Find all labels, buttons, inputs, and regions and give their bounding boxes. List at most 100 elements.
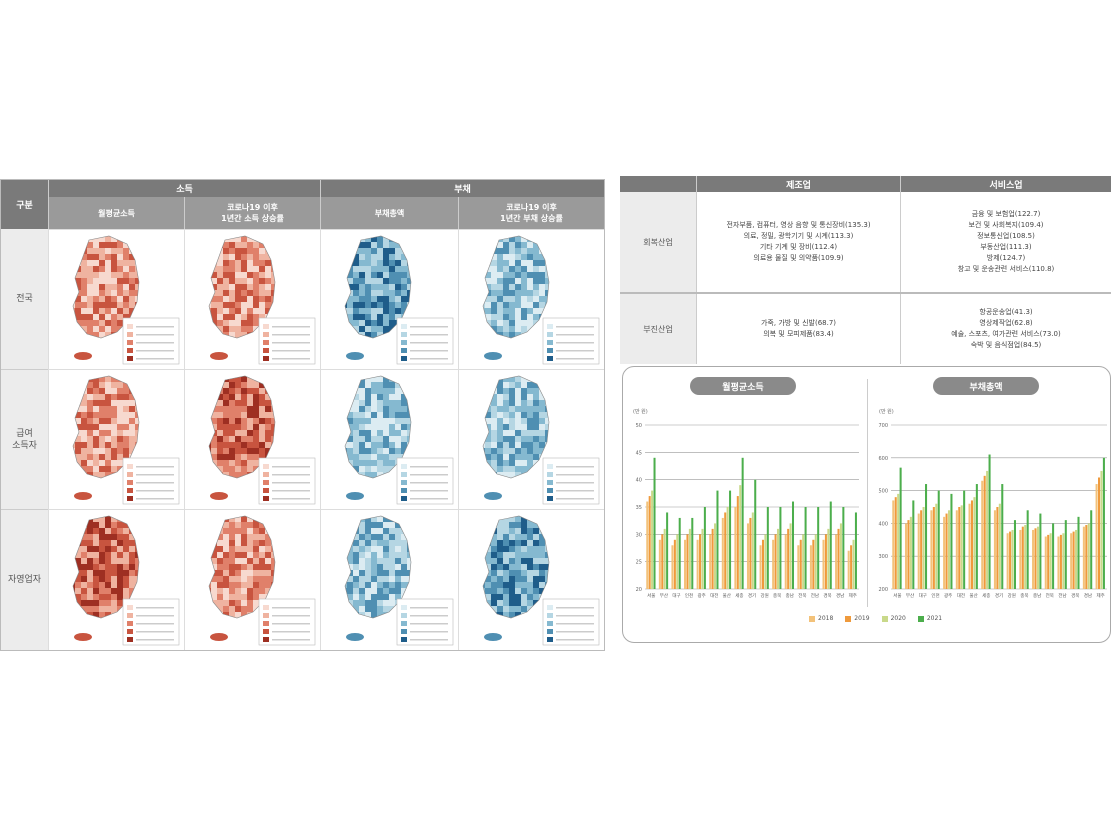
map-region — [73, 594, 75, 600]
map-region — [347, 242, 353, 248]
map-region — [377, 484, 383, 490]
map-region — [545, 242, 549, 248]
map-region — [353, 600, 359, 606]
map-region — [503, 448, 509, 454]
map-region — [209, 266, 211, 272]
map-region — [509, 290, 515, 296]
map-region — [389, 436, 395, 442]
map-region — [485, 516, 491, 522]
map-region — [389, 424, 395, 430]
map-region — [365, 484, 371, 490]
map-region — [259, 236, 265, 242]
map-region — [551, 248, 557, 254]
map-region — [277, 278, 283, 284]
map-region — [129, 242, 135, 248]
map-legend-swatch — [401, 605, 407, 610]
map-region — [491, 436, 497, 442]
map-region — [223, 576, 229, 582]
map-region — [99, 376, 105, 382]
map-region — [533, 302, 539, 308]
map-region — [545, 406, 549, 412]
map-region — [371, 320, 377, 326]
map-region — [479, 338, 485, 344]
bar-2020 — [947, 510, 951, 589]
map-region — [359, 344, 365, 350]
map-region — [479, 618, 485, 624]
map-region — [395, 412, 401, 418]
map-region — [485, 528, 491, 534]
map-region — [527, 594, 533, 600]
map-region — [241, 236, 247, 242]
map-region — [93, 302, 99, 308]
bar-2020 — [852, 539, 855, 589]
map-region — [413, 284, 419, 290]
map-region — [383, 606, 389, 612]
map-region — [211, 546, 217, 552]
map-region — [371, 254, 377, 260]
map-region — [509, 594, 515, 600]
map-region — [395, 290, 401, 296]
bar-2021 — [678, 517, 681, 589]
map-region — [509, 588, 515, 594]
map-region — [253, 388, 259, 394]
bar-2021 — [716, 490, 719, 589]
map-region — [371, 284, 377, 290]
map-region — [407, 266, 411, 272]
map-region — [389, 540, 395, 546]
map-region — [129, 522, 135, 528]
map-region — [491, 272, 497, 278]
map-region — [503, 266, 509, 272]
map-region — [241, 478, 247, 484]
map-region — [497, 600, 503, 606]
industry-table: 제조업 서비스업 회복산업 전자부품, 컴퓨터, 영상 음향 및 통신장비(13… — [620, 176, 1111, 364]
map-region — [345, 546, 347, 552]
map-region — [345, 570, 347, 576]
map-region — [539, 558, 545, 564]
bar-2019 — [970, 500, 973, 589]
map-region — [217, 308, 223, 314]
map-region — [211, 430, 217, 436]
map-region — [383, 442, 389, 448]
map-region — [209, 394, 211, 400]
jeju-island — [346, 492, 364, 500]
map-region — [401, 266, 407, 272]
map-region — [211, 606, 217, 612]
map-region — [87, 230, 93, 236]
map-region — [401, 436, 407, 442]
map-region — [401, 424, 407, 430]
map-region — [383, 344, 389, 350]
map-region — [105, 582, 111, 588]
map-grid — [48, 229, 604, 650]
map-region — [99, 624, 105, 630]
map-region — [135, 406, 139, 412]
map-region — [117, 382, 123, 388]
map-region — [407, 430, 411, 436]
map-region — [383, 618, 389, 624]
map-region — [135, 290, 139, 296]
map-region — [539, 534, 545, 540]
map-region — [141, 290, 147, 296]
map-region — [377, 600, 383, 606]
map-region — [389, 552, 395, 558]
map-region — [87, 424, 93, 430]
map-region — [503, 290, 509, 296]
map-region — [377, 370, 383, 376]
map-region — [383, 510, 389, 516]
map-region — [491, 260, 497, 266]
map-region — [491, 302, 497, 308]
map-region — [345, 394, 347, 400]
map-region — [551, 576, 557, 582]
bar-2018 — [671, 545, 674, 589]
map-region — [483, 558, 485, 564]
map-region — [253, 394, 259, 400]
bar-2021 — [1102, 457, 1105, 589]
map-region — [277, 418, 283, 424]
map-region — [515, 588, 521, 594]
map-region — [265, 382, 271, 388]
map-region — [521, 314, 527, 320]
map-region — [229, 540, 235, 546]
map-region — [99, 466, 105, 472]
map-region — [111, 430, 117, 436]
map-region — [241, 510, 247, 516]
x-tick-label: 부산 — [906, 592, 914, 599]
